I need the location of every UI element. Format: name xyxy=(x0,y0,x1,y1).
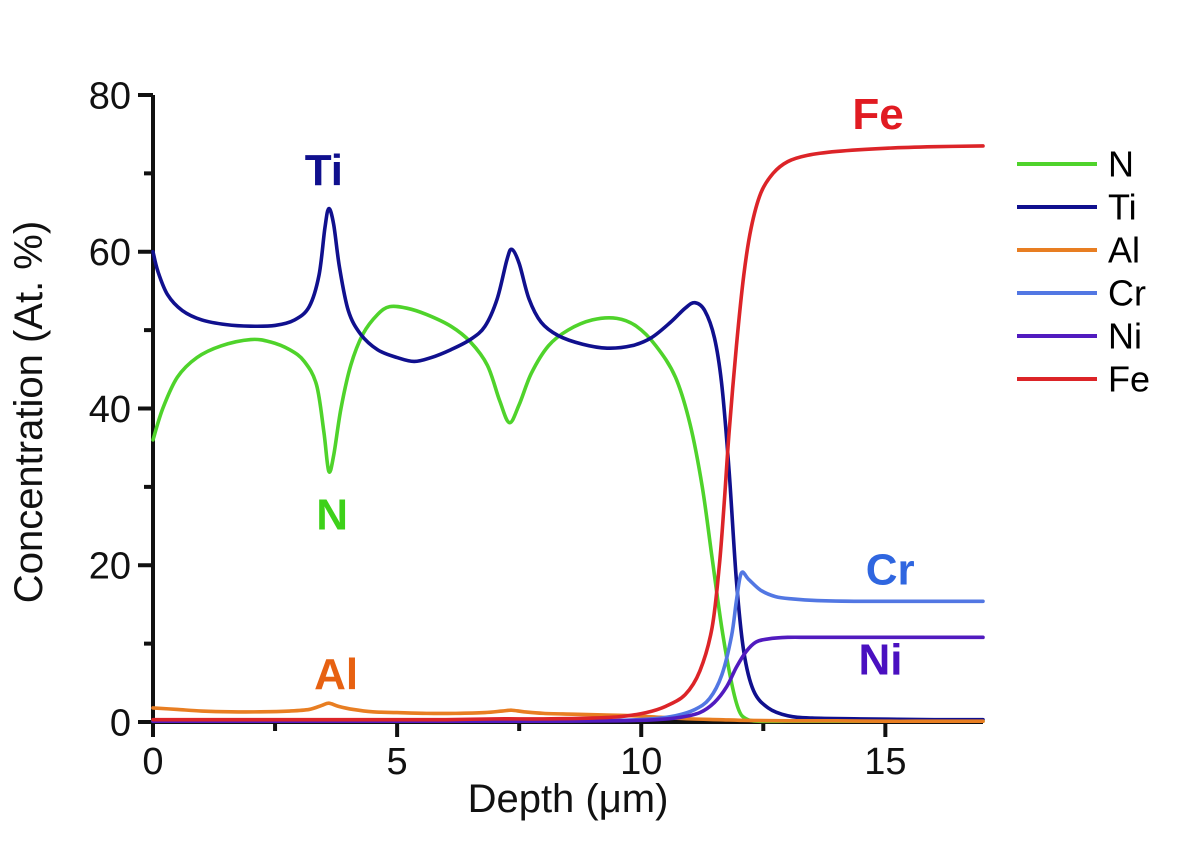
legend-item-Al: Al xyxy=(1017,230,1140,271)
annotation-Al: Al xyxy=(314,650,358,699)
legend-label-Ni: Ni xyxy=(1108,316,1142,357)
x-tick-label-10: 10 xyxy=(620,741,662,783)
y-tick-label-40: 40 xyxy=(89,389,131,431)
annotation-N: N xyxy=(316,491,348,540)
annotation-Ti: Ti xyxy=(305,146,343,195)
annotation-Fe: Fe xyxy=(852,90,903,139)
y-tick-label-20: 20 xyxy=(89,546,131,588)
y-tick-label-80: 80 xyxy=(89,75,131,117)
axis-lines xyxy=(151,95,983,724)
legend-item-Fe: Fe xyxy=(1017,359,1150,400)
series-layer xyxy=(151,144,985,724)
series-line-Ti xyxy=(151,206,985,722)
x-tick-label-15: 15 xyxy=(864,741,906,783)
legend-label-Ti: Ti xyxy=(1108,187,1137,228)
series-line-Fe xyxy=(151,144,985,722)
legend-item-Ni: Ni xyxy=(1017,316,1142,357)
legend-item-N: N xyxy=(1017,144,1134,185)
legend-item-Cr: Cr xyxy=(1017,273,1146,314)
y-axis-title: Concentration (At. %) xyxy=(7,221,51,603)
annotation-Cr: Cr xyxy=(866,546,915,595)
legend-label-Fe: Fe xyxy=(1108,359,1150,400)
axes-layer: 0 20 40 60 80 0 5 10 15 xyxy=(89,75,983,783)
series-line-N xyxy=(151,304,985,724)
series-line-Al xyxy=(151,701,985,724)
annotations-layer: Ti N Al Fe Cr Ni xyxy=(305,90,915,699)
legend-label-Cr: Cr xyxy=(1108,273,1146,314)
legend-item-Ti: Ti xyxy=(1017,187,1137,228)
y-tick-label-60: 60 xyxy=(89,232,131,274)
x-tick-label-5: 5 xyxy=(387,741,408,783)
legend-label-N: N xyxy=(1108,144,1134,185)
legend-label-Al: Al xyxy=(1108,230,1140,271)
x-tick-label-0: 0 xyxy=(142,741,163,783)
y-tick-label-0: 0 xyxy=(110,702,131,744)
x-axis-title: Depth (μm) xyxy=(468,777,669,821)
annotation-Ni: Ni xyxy=(858,636,902,685)
